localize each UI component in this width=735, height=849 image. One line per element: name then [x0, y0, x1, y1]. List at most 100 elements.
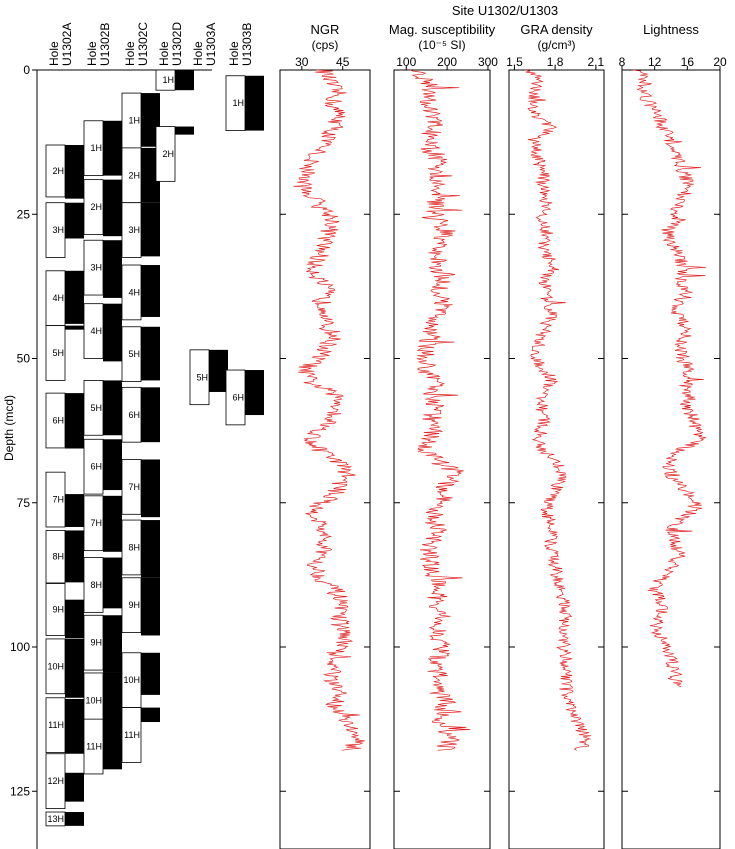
core-recovered-bar	[65, 145, 84, 199]
hole-column: 2H 3H 4H 5H 6H 7H 8H 9H 10H 11H 12H 13H	[45, 144, 84, 827]
x-tick-label: 2.1	[588, 55, 605, 69]
depth-tick-label: 125	[10, 784, 30, 798]
hole-column: 1H 6H	[225, 75, 264, 426]
core-recovered-bar	[65, 812, 84, 826]
hole-header: Hole U1303B	[227, 23, 254, 66]
core-recovered-bar	[103, 495, 122, 552]
core-recovered-bar	[209, 349, 228, 392]
hole-header: Hole U1302B	[85, 23, 112, 66]
x-tick-label: 45	[336, 55, 350, 69]
core-label: 1H	[162, 75, 174, 85]
log-trace	[525, 69, 592, 751]
log-trace	[410, 69, 471, 751]
core-recovered-bar	[65, 772, 84, 802]
depth-tick-label: 50	[17, 352, 31, 366]
core-interval	[45, 325, 66, 381]
log-title: GRA density	[520, 22, 593, 37]
core-interval	[155, 126, 176, 182]
core-recovered-bar	[141, 93, 160, 147]
hole-header: Hole U1302D	[157, 22, 184, 66]
core-label: 5H	[196, 372, 208, 382]
x-tick-label: 1.5	[506, 55, 523, 69]
core-label: 12H	[47, 776, 64, 786]
core-label: 5H	[52, 348, 64, 358]
core-label: 7H	[52, 495, 64, 505]
x-tick-label: 20	[713, 55, 727, 69]
core-label: 7H	[128, 482, 140, 492]
hole-header-line1: Hole	[157, 41, 171, 66]
core-label: 11H	[86, 742, 102, 752]
core-recovered-bar	[65, 393, 84, 449]
log-panels: NGR(cps)30 45 Mag. susceptibility(10⁻⁵ SI)…	[279, 22, 727, 849]
core-label: 8H	[128, 542, 140, 552]
core-recovered-bar	[65, 325, 84, 330]
log-unit: (cps)	[312, 38, 339, 52]
core-label: 9H	[90, 638, 102, 648]
core-label: 6H	[128, 410, 140, 420]
hole-header-line1: Hole	[191, 41, 205, 66]
core-recovered-bar	[103, 615, 122, 673]
log-unit: (10⁻⁵ SI)	[418, 38, 465, 52]
core-label: 10H	[47, 661, 64, 671]
core-recovered-bar	[103, 179, 122, 237]
core-label: 1H	[90, 143, 102, 153]
core-label: 3H	[128, 225, 140, 235]
log-trace	[632, 69, 707, 688]
core-recovered-bar	[103, 557, 122, 609]
core-recovered-bar	[245, 370, 264, 416]
figure-title: Site U1302/U1303	[452, 3, 558, 18]
log-panel: Mag. susceptibility(10⁻⁵ SI)100 200 300	[389, 22, 498, 849]
depth-ticks: 0 25 50 75 100 125	[10, 63, 37, 798]
core-label: 9H	[52, 604, 64, 614]
core-recovered-bar	[103, 672, 122, 734]
depth-tick-label: 0	[23, 63, 30, 77]
hole-header-line1: Hole	[47, 41, 61, 66]
depth-tick-label: 75	[17, 496, 31, 510]
core-recovered-bar	[141, 459, 160, 518]
core-label: 1H	[128, 115, 140, 125]
x-tick-label: 12	[648, 55, 662, 69]
core-recovered-bar	[103, 719, 122, 770]
hole-header-line2: U1303B	[240, 23, 254, 66]
core-label: 8H	[90, 580, 102, 590]
hole-header-line2: U1302B	[98, 23, 112, 66]
x-tick-label: 16	[681, 55, 695, 69]
log-title: Lightness	[643, 22, 699, 37]
core-label: 11H	[48, 720, 64, 730]
hole-header-line1: Hole	[123, 41, 137, 66]
x-tick-label: 200	[437, 55, 457, 69]
core-label: 6H	[232, 392, 244, 402]
hole-header: Hole U1303A	[191, 23, 218, 66]
log-panel-frame	[393, 69, 491, 849]
x-tick-label: 30	[295, 55, 309, 69]
log-panel: Lightness 8 12 16 20	[619, 22, 727, 849]
core-recovered-bar	[245, 75, 264, 131]
hole-header: Hole U1302C	[123, 22, 150, 66]
x-tick-label: 100	[396, 55, 416, 69]
core-recovered-bar	[141, 707, 160, 723]
x-tick-label: 1.8	[547, 55, 564, 69]
core-recovered-bar	[65, 494, 84, 527]
log-panel-frame	[508, 69, 605, 849]
core-label: 10H	[123, 675, 140, 685]
core-label: 2H	[52, 166, 64, 176]
core-label: 10H	[85, 695, 102, 705]
core-recovered-bar	[141, 326, 160, 381]
core-recovered-bar	[141, 147, 160, 203]
core-recovered-bar	[103, 303, 122, 362]
core-recovered-bar	[141, 265, 160, 317]
core-recovered-bar	[103, 380, 122, 436]
core-interval	[121, 707, 142, 763]
hole-header-line2: U1302C	[136, 22, 150, 66]
core-label: 9H	[128, 600, 140, 610]
core-recovered-bar	[141, 577, 160, 636]
core-recovered-bar	[65, 270, 84, 324]
log-title: NGR	[311, 22, 340, 37]
core-recovered-bar	[103, 120, 122, 176]
hole-header: Hole U1302A	[47, 23, 74, 66]
core-recovered-bar	[141, 202, 160, 257]
core-recovered-bar	[175, 126, 194, 135]
core-label: 3H	[90, 263, 102, 273]
core-label: 2H	[162, 149, 174, 159]
